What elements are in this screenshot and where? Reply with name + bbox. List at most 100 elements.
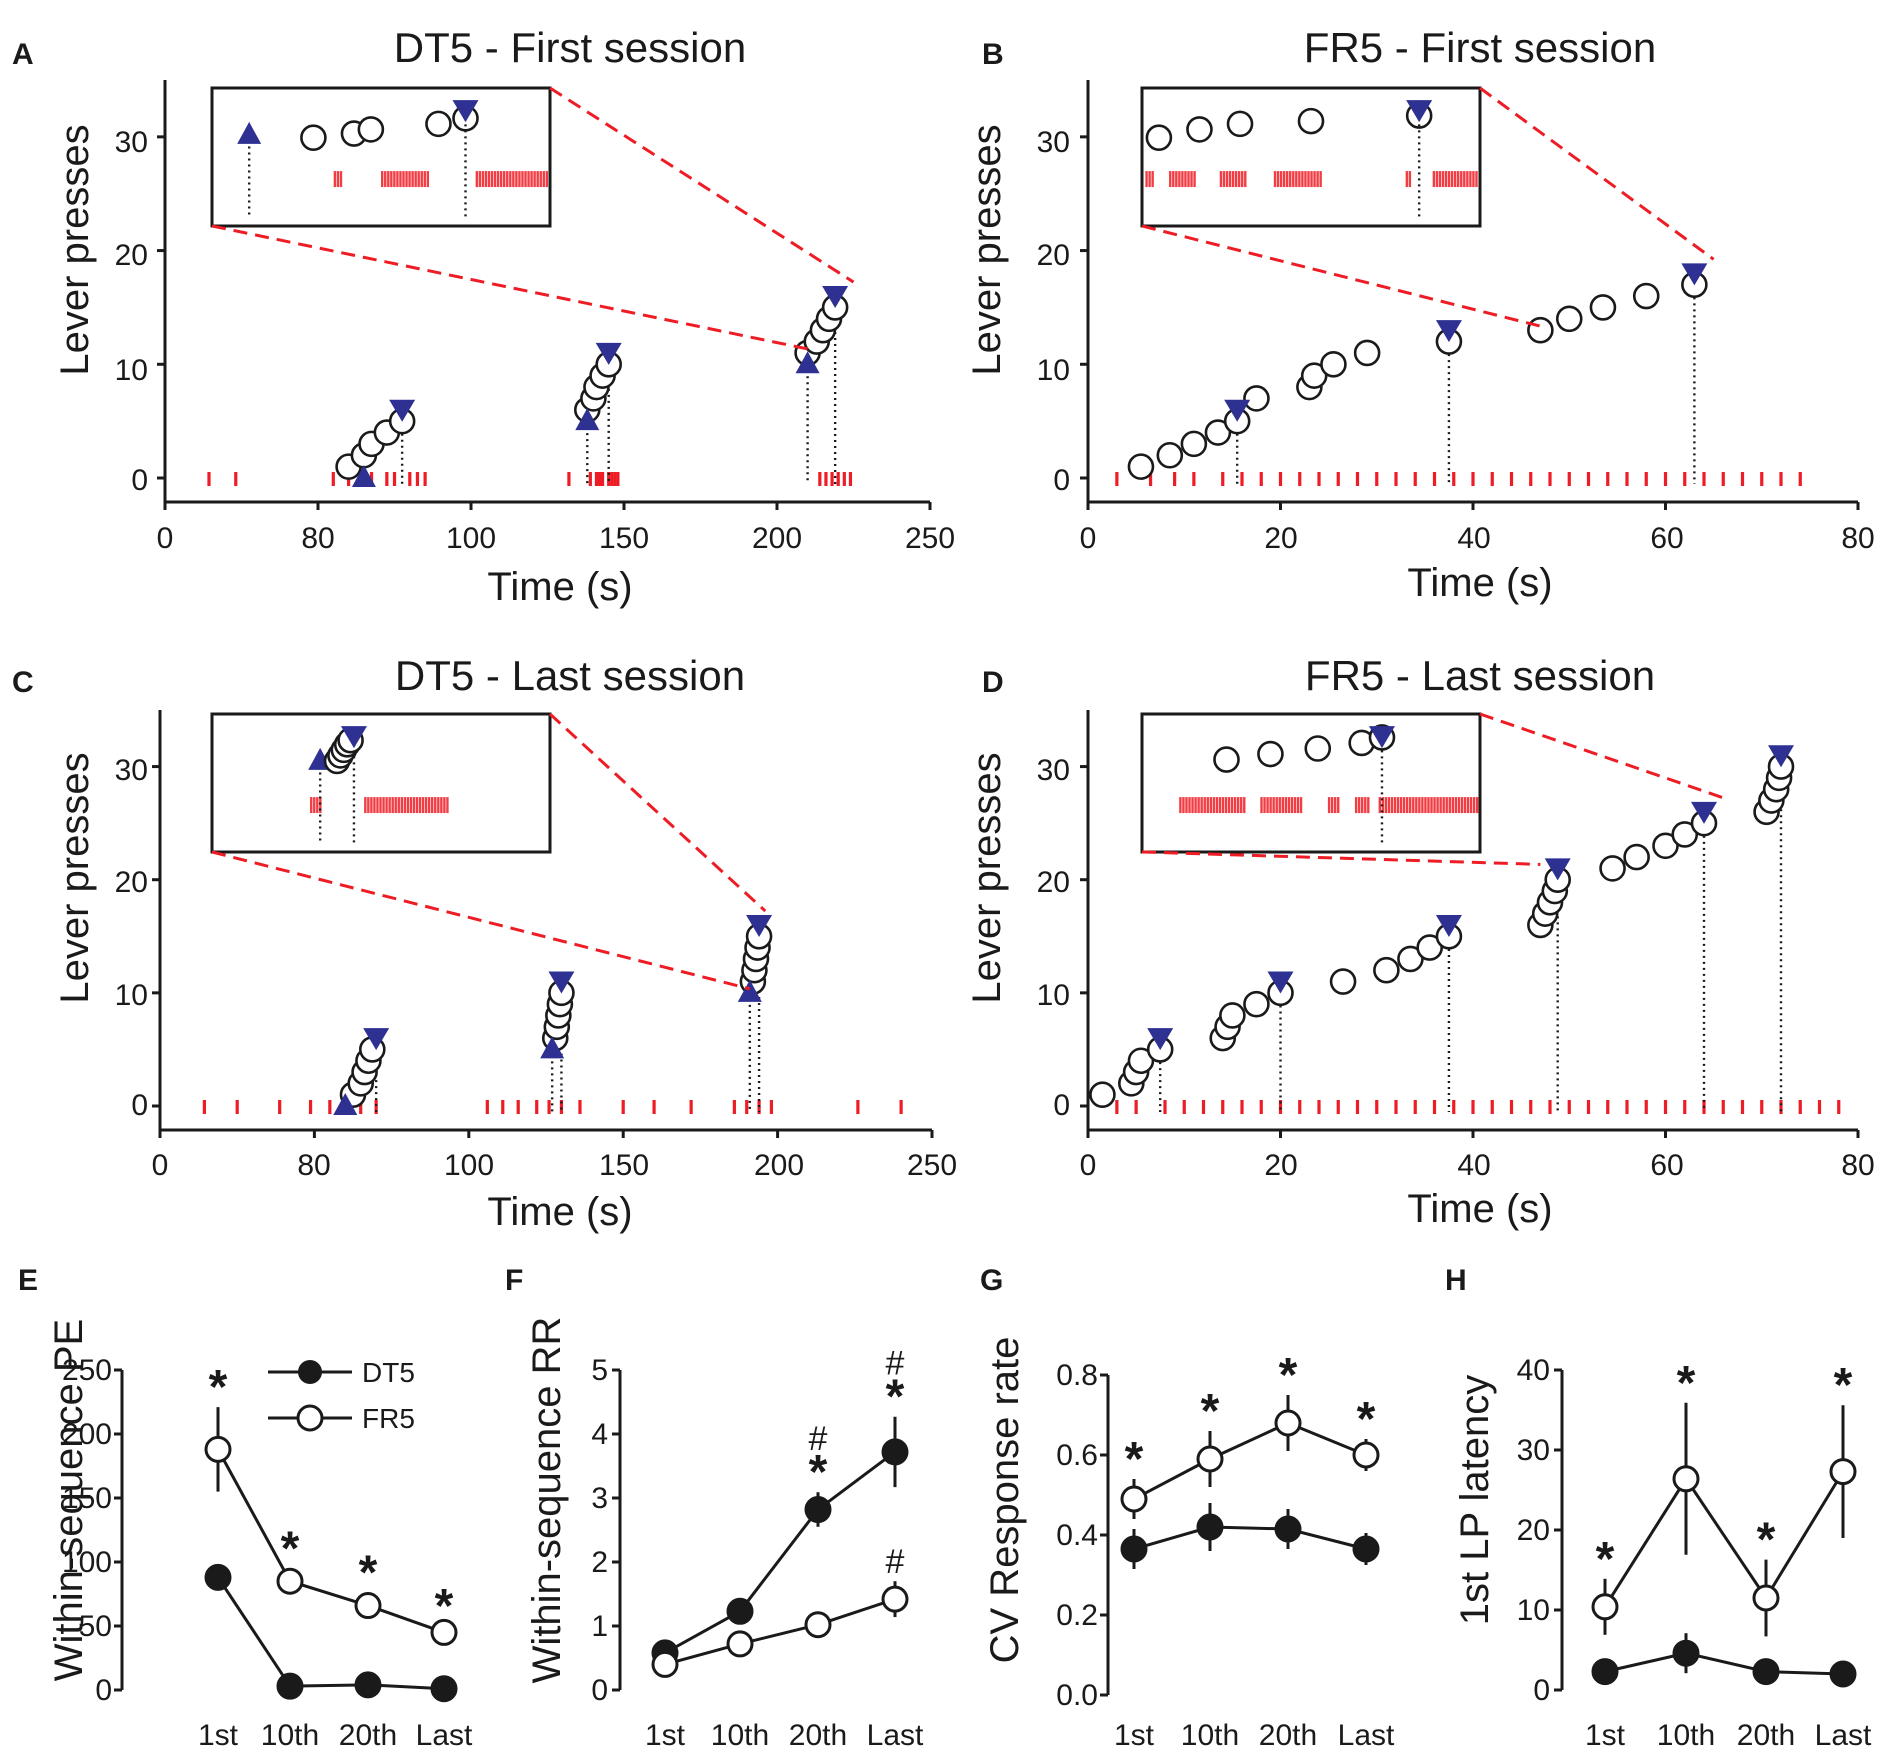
inset-raster-tick xyxy=(1296,797,1300,814)
raster-tick xyxy=(1586,1100,1591,1114)
inset-raster-tick xyxy=(1282,171,1286,188)
raster-tick xyxy=(1779,1100,1783,1114)
inset-raster-tick xyxy=(1272,797,1275,814)
reward-triangle xyxy=(1224,399,1251,422)
inset-raster-tick xyxy=(414,171,417,188)
inset-raster-tick xyxy=(1222,171,1226,188)
inset-raster-tick xyxy=(1421,797,1424,814)
inset-raster-tick xyxy=(1284,797,1288,814)
raster-tick xyxy=(1490,472,1494,486)
inset-raster-tick xyxy=(420,171,423,188)
panel-a-yticks: 0 10 20 30 xyxy=(115,126,148,497)
inset-raster-tick xyxy=(1354,797,1358,814)
inset-raster-tick xyxy=(1313,171,1316,188)
inset-raster-tick xyxy=(1384,797,1388,814)
inset-raster-tick xyxy=(1240,797,1243,814)
panel-h-ytick: 10 xyxy=(1517,1594,1550,1627)
inset-raster-tick xyxy=(367,797,370,814)
inset-raster-tick xyxy=(1289,171,1292,188)
reward-triangle xyxy=(1435,320,1462,343)
inset-raster-tick xyxy=(475,171,479,188)
dt5-point xyxy=(881,1438,909,1466)
inset-raster-tick xyxy=(1212,797,1216,814)
inset-raster-tick xyxy=(1227,797,1231,814)
raster-tick xyxy=(1548,1100,1552,1114)
raster-tick xyxy=(1163,1100,1167,1114)
lever-press-marker xyxy=(1329,968,1357,995)
inset-reward-triangle xyxy=(340,726,367,749)
inset-raster-tick xyxy=(1367,797,1370,814)
inset-raster-tick xyxy=(316,797,319,814)
raster-tick xyxy=(1740,472,1745,486)
inset-raster-tick xyxy=(443,797,446,814)
panel-c-title: DT5 - Last session xyxy=(395,652,745,699)
inset-raster-tick xyxy=(388,797,391,814)
raster-tick xyxy=(610,472,614,486)
significance-star: * xyxy=(809,1446,828,1499)
significance-star: * xyxy=(1677,1357,1696,1410)
panel-letter-b: B xyxy=(982,38,1004,71)
inset-raster-tick xyxy=(1175,171,1178,188)
panel-c-xlabel: Time (s) xyxy=(487,1190,632,1234)
legend: DT5 FR5 xyxy=(268,1357,415,1434)
inset-raster-tick xyxy=(1453,171,1457,188)
inset-raster-tick xyxy=(1279,171,1283,188)
dt5-point xyxy=(1591,1658,1619,1686)
panel-f-yticks: 0 1 2 3 4 5 xyxy=(591,1354,608,1707)
inset-raster-tick xyxy=(1333,797,1337,814)
raster-tick xyxy=(1779,472,1783,486)
dt5-point xyxy=(1752,1658,1780,1686)
significance-star: * xyxy=(359,1547,378,1600)
inset-raster-tick xyxy=(1454,797,1458,814)
inset-raster-tick xyxy=(1197,797,1200,814)
panel-e-ytick: 100 xyxy=(62,1546,112,1579)
inset-raster-tick xyxy=(1415,797,1418,814)
panel-c-ytick: 10 xyxy=(115,979,148,1012)
raster-tick xyxy=(1760,472,1764,486)
panel-e-xtick: 20th xyxy=(339,1719,397,1752)
inset-raster-tick xyxy=(313,797,316,814)
significance-star: * xyxy=(281,1522,300,1575)
panel-letter-g: G xyxy=(980,1264,1003,1297)
panel-d-xticks: 0 20 40 60 80 xyxy=(1080,1149,1875,1182)
inset-raster-tick xyxy=(1234,171,1238,188)
inset-raster-tick xyxy=(496,171,500,188)
panel-b: B FR5 - First session Lever presses Time… xyxy=(965,24,1875,605)
inset-raster-tick xyxy=(1218,797,1222,814)
fr5-series-line xyxy=(1133,1421,1367,1501)
panel-b-xtick: 80 xyxy=(1841,522,1874,555)
inset-raster-tick xyxy=(1243,797,1246,814)
lever-press-marker xyxy=(1320,350,1347,378)
raster-tick xyxy=(1644,472,1648,486)
inset-raster-tick xyxy=(1337,797,1340,814)
inset-raster-tick xyxy=(1435,171,1439,188)
fr5-point xyxy=(804,1611,832,1639)
raster-tick xyxy=(1115,1100,1119,1114)
raster-tick xyxy=(1721,472,1725,486)
inset-raster-tick xyxy=(1145,171,1148,188)
raster-tick xyxy=(1115,472,1119,486)
reward-triangle xyxy=(1267,971,1294,994)
inset-raster-tick xyxy=(1203,797,1206,814)
inset-raster-tick xyxy=(364,797,367,814)
panel-g-ytick: 0.8 xyxy=(1056,1359,1098,1392)
fr5-series-line xyxy=(664,1597,896,1666)
inset-raster-tick xyxy=(527,171,530,188)
panel-e-xtick: 1st xyxy=(198,1719,239,1752)
inset-raster-tick xyxy=(1418,797,1421,814)
inset-raster-tick xyxy=(1330,797,1334,814)
raster-tick xyxy=(1201,1100,1206,1114)
inset-raster-tick xyxy=(310,797,313,814)
lever-press-marker xyxy=(1555,305,1583,333)
panel-d-xlabel: Time (s) xyxy=(1407,1187,1552,1231)
raster-tick xyxy=(1644,1100,1648,1114)
inset-raster-tick xyxy=(1231,171,1235,188)
inset-raster-tick xyxy=(493,171,497,188)
raster-tick xyxy=(559,1100,564,1114)
inset-raster-tick xyxy=(1278,797,1281,814)
panel-h-xtick: 10th xyxy=(1657,1719,1715,1752)
panel-a-xtick: 0 xyxy=(157,522,174,555)
inset-raster-tick xyxy=(412,797,416,814)
panel-e-xtick: Last xyxy=(416,1719,473,1752)
panel-c-yticks: 0 10 20 30 xyxy=(115,754,148,1122)
